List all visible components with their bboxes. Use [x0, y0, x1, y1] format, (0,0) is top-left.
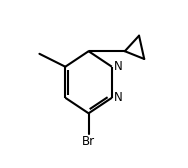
Text: N: N: [113, 91, 122, 104]
Text: Br: Br: [82, 135, 95, 148]
Text: N: N: [113, 60, 122, 73]
